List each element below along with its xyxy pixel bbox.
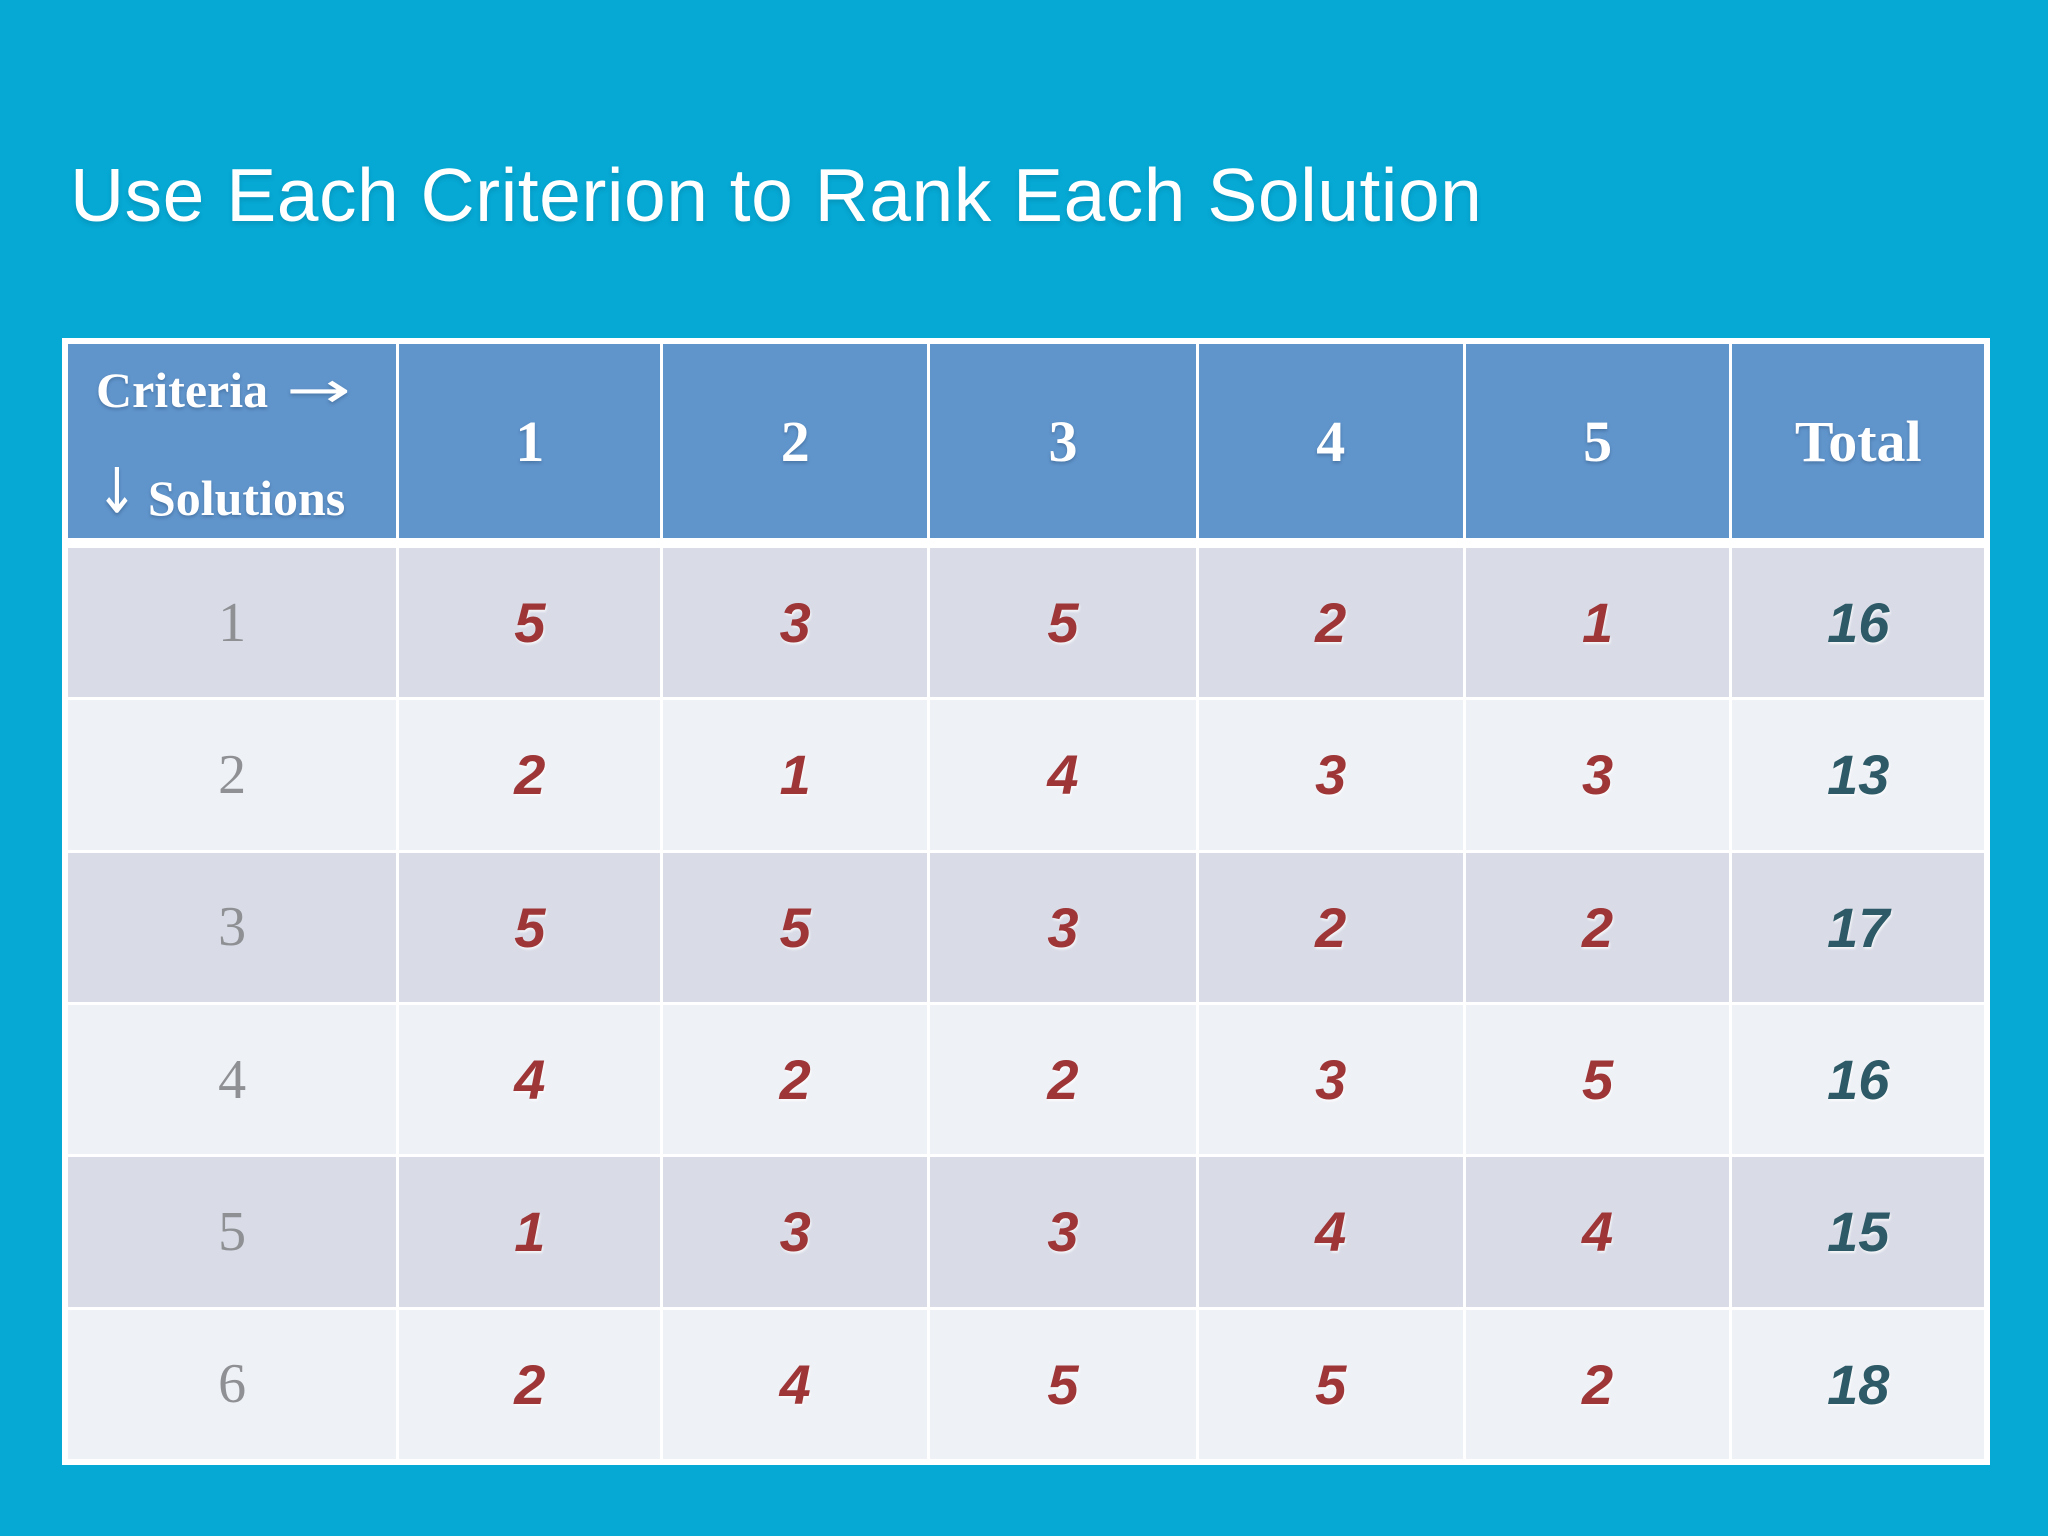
header-cell-criterion-3: 3: [930, 344, 1196, 545]
header-cell-criterion-5: 5: [1465, 344, 1730, 545]
cell-value: 3: [663, 548, 928, 698]
row-label: 6: [68, 1309, 397, 1459]
header-cell-criterion-2: 2: [663, 344, 928, 545]
cell-value: 2: [1465, 852, 1730, 1002]
table-row: 2 2 1 4 3 3 13: [68, 700, 1984, 850]
table-row: 5 1 3 3 4 4 15: [68, 1157, 1984, 1307]
page-title: Use Each Criterion to Rank Each Solution: [70, 153, 1483, 237]
cell-value: 1: [1465, 548, 1730, 698]
cell-value: 4: [399, 1004, 661, 1155]
corner-content: Criteria → ↓ Solutions: [96, 364, 370, 524]
cell-value: 4: [930, 700, 1196, 850]
table-header: Criteria → ↓ Solutions 1 2 3 4 5 Total: [68, 344, 1984, 545]
right-arrow-icon: →: [286, 361, 352, 419]
criteria-line: Criteria →: [96, 362, 351, 418]
cell-value: 4: [1465, 1157, 1730, 1307]
cell-value: 2: [663, 1004, 928, 1155]
down-arrow-icon: ↓: [96, 454, 138, 528]
ranking-table: Criteria → ↓ Solutions 1 2 3 4 5 Total 1 5…: [62, 338, 1990, 1465]
cell-value: 5: [930, 548, 1196, 698]
cell-value: 5: [663, 852, 928, 1002]
row-label: 5: [68, 1157, 397, 1307]
criteria-label: Criteria: [96, 362, 269, 418]
table-body: 1 5 3 5 2 1 16 2 2 1 4 3 3 13 3 5 5 3 2 …: [68, 548, 1984, 1459]
cell-value: 3: [930, 852, 1196, 1002]
cell-value: 4: [1198, 1157, 1463, 1307]
table-row: 4 4 2 2 3 5 16: [68, 1004, 1984, 1155]
table-row: 3 5 5 3 2 2 17: [68, 852, 1984, 1002]
solutions-label: Solutions: [147, 469, 346, 526]
cell-value: 3: [1198, 700, 1463, 850]
cell-value: 3: [1198, 1004, 1463, 1155]
cell-value: 2: [399, 1309, 661, 1459]
row-label: 2: [68, 700, 397, 850]
cell-value: 5: [930, 1309, 1196, 1459]
header-cell-criterion-4: 4: [1198, 344, 1463, 545]
cell-value: 3: [930, 1157, 1196, 1307]
row-label: 4: [68, 1004, 397, 1155]
cell-value: 5: [1198, 1309, 1463, 1459]
cell-value: 3: [1465, 700, 1730, 850]
row-label: 3: [68, 852, 397, 1002]
cell-value: 5: [399, 852, 661, 1002]
total-value: 16: [1732, 1004, 1984, 1155]
cell-value: 2: [1198, 852, 1463, 1002]
cell-value: 2: [1198, 548, 1463, 698]
table-row: 1 5 3 5 2 1 16: [68, 548, 1984, 698]
cell-value: 2: [930, 1004, 1196, 1155]
header-cell-total: Total: [1732, 344, 1984, 545]
total-value: 16: [1732, 548, 1984, 698]
header-cell-criterion-1: 1: [399, 344, 661, 545]
row-label: 1: [68, 548, 397, 698]
total-value: 18: [1732, 1309, 1984, 1459]
cell-value: 1: [399, 1157, 661, 1307]
table-row: 6 2 4 5 5 2 18: [68, 1309, 1984, 1459]
cell-value: 4: [663, 1309, 928, 1459]
header-corner-cell: Criteria → ↓ Solutions: [68, 344, 397, 545]
cell-value: 3: [663, 1157, 928, 1307]
cell-value: 5: [399, 548, 661, 698]
total-value: 17: [1732, 852, 1984, 1002]
header-row: Criteria → ↓ Solutions 1 2 3 4 5 Total: [68, 344, 1984, 545]
total-value: 15: [1732, 1157, 1984, 1307]
cell-value: 5: [1465, 1004, 1730, 1155]
total-value: 13: [1732, 700, 1984, 850]
solutions-line: ↓ Solutions: [96, 458, 346, 526]
cell-value: 1: [663, 700, 928, 850]
cell-value: 2: [399, 700, 661, 850]
cell-value: 2: [1465, 1309, 1730, 1459]
